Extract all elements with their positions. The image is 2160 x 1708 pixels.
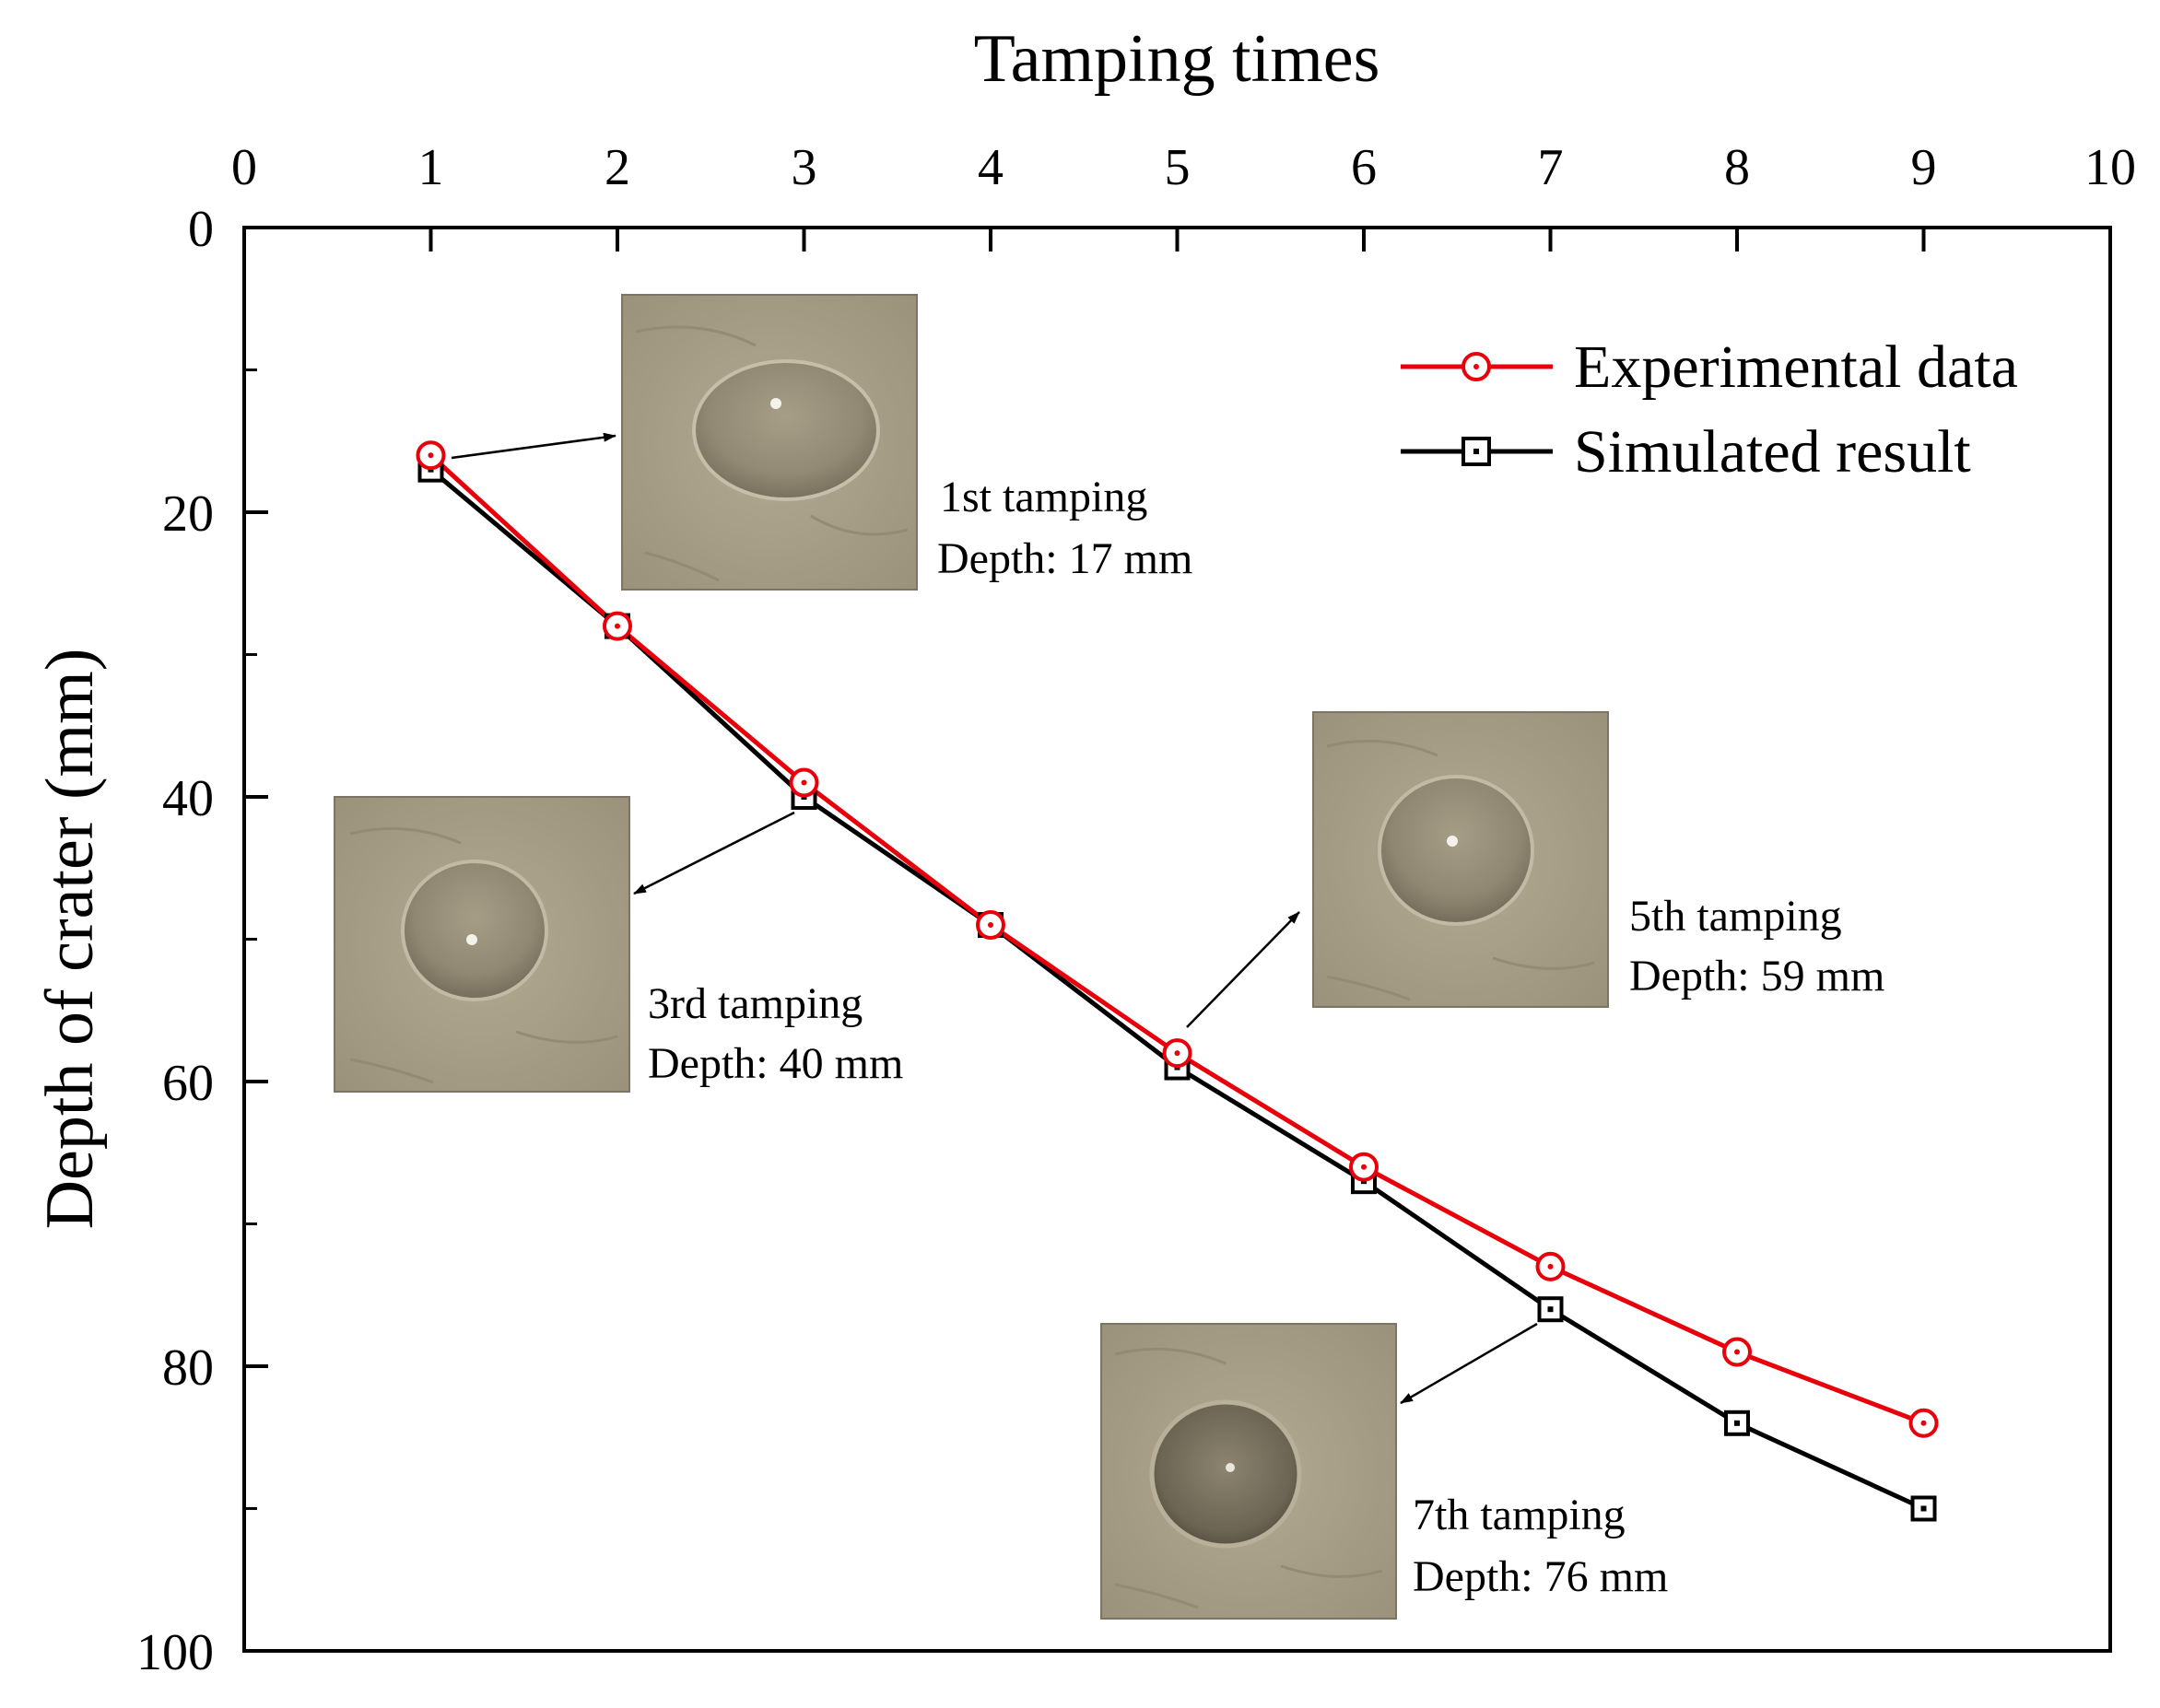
annotation-1-depth: Depth: 17 mm <box>937 534 1192 583</box>
annotation-3-title: 3rd tamping <box>648 979 863 1028</box>
data-point-simulated-center <box>1734 1420 1740 1426</box>
y-axis-title: Depth of crater (mm) <box>32 649 108 1230</box>
annotation-3-depth: Depth: 40 mm <box>648 1039 903 1088</box>
arrow-tamping-7 <box>1400 1322 1538 1405</box>
x-tick-label: 1 <box>418 139 444 196</box>
y-tick-label: 80 <box>162 1339 214 1397</box>
data-point-experimental-center <box>428 452 434 459</box>
annotation-1-title: 1st tamping <box>940 473 1147 521</box>
data-point-experimental-center <box>1547 1263 1554 1269</box>
arrow-tamping-5 <box>1186 911 1300 1028</box>
x-tick-label: 6 <box>1351 139 1377 196</box>
photo-tamping-1 <box>621 294 918 591</box>
x-tick-label: 0 <box>231 139 257 196</box>
y-tick-label: 60 <box>162 1055 214 1112</box>
data-point-experimental-center <box>1734 1349 1740 1355</box>
legend-item-experimental: Experimental data <box>1401 333 2018 401</box>
x-tick-label: 7 <box>1538 139 1564 196</box>
axis-ticks <box>242 226 2112 1653</box>
x-tick-label: 2 <box>605 139 630 196</box>
data-point-experimental-center <box>1361 1164 1367 1170</box>
x-tick-label: 10 <box>2084 139 2136 196</box>
arrow-tamping-1 <box>451 432 616 460</box>
annotation-7-title: 7th tamping <box>1413 1491 1626 1539</box>
data-point-simulated <box>1724 1410 1750 1436</box>
x-tick-label: 5 <box>1165 139 1191 196</box>
x-tick-label: 8 <box>1724 139 1750 196</box>
x-tick-label: 4 <box>978 139 1004 196</box>
arrow-tamping-3 <box>633 811 795 895</box>
x-tick-label: 9 <box>1911 139 1937 196</box>
y-tick-label: 100 <box>136 1624 214 1681</box>
photo-tamping-7 <box>1100 1323 1397 1620</box>
legend-label-experimental: Experimental data <box>1574 333 2018 401</box>
x-tick-label: 3 <box>792 139 817 196</box>
annotation-7-depth: Depth: 76 mm <box>1413 1552 1668 1601</box>
annotation-5-depth: Depth: 59 mm <box>1629 952 1884 1000</box>
y-tick-label: 20 <box>162 485 214 543</box>
legend: Experimental data Simulated result <box>1401 333 2018 485</box>
legend-item-simulated: Simulated result <box>1401 418 1971 485</box>
y-tick-label: 40 <box>162 770 214 827</box>
legend-label-simulated: Simulated result <box>1574 418 1971 485</box>
data-point-experimental-center <box>1174 1050 1180 1057</box>
annotation-arrows <box>451 432 1538 1405</box>
data-point-experimental-center <box>1920 1420 1927 1426</box>
data-point-experimental-center <box>615 623 620 629</box>
data-point-experimental-center <box>801 779 807 786</box>
photo-tamping-3 <box>334 796 630 1093</box>
data-point-simulated-center <box>1547 1306 1554 1313</box>
annotation-5-title: 5th tamping <box>1629 892 1842 941</box>
data-point-experimental-center <box>988 922 993 929</box>
annotation-texts: 1st tamping Depth: 17 mm 3rd tamping Dep… <box>648 473 1884 1601</box>
data-point-simulated-center <box>1920 1505 1927 1512</box>
x-axis-title: Tamping times <box>974 21 1380 97</box>
y-tick-label: 0 <box>188 201 214 258</box>
series-markers <box>416 440 1939 1522</box>
photo-tamping-5 <box>1312 711 1609 1008</box>
